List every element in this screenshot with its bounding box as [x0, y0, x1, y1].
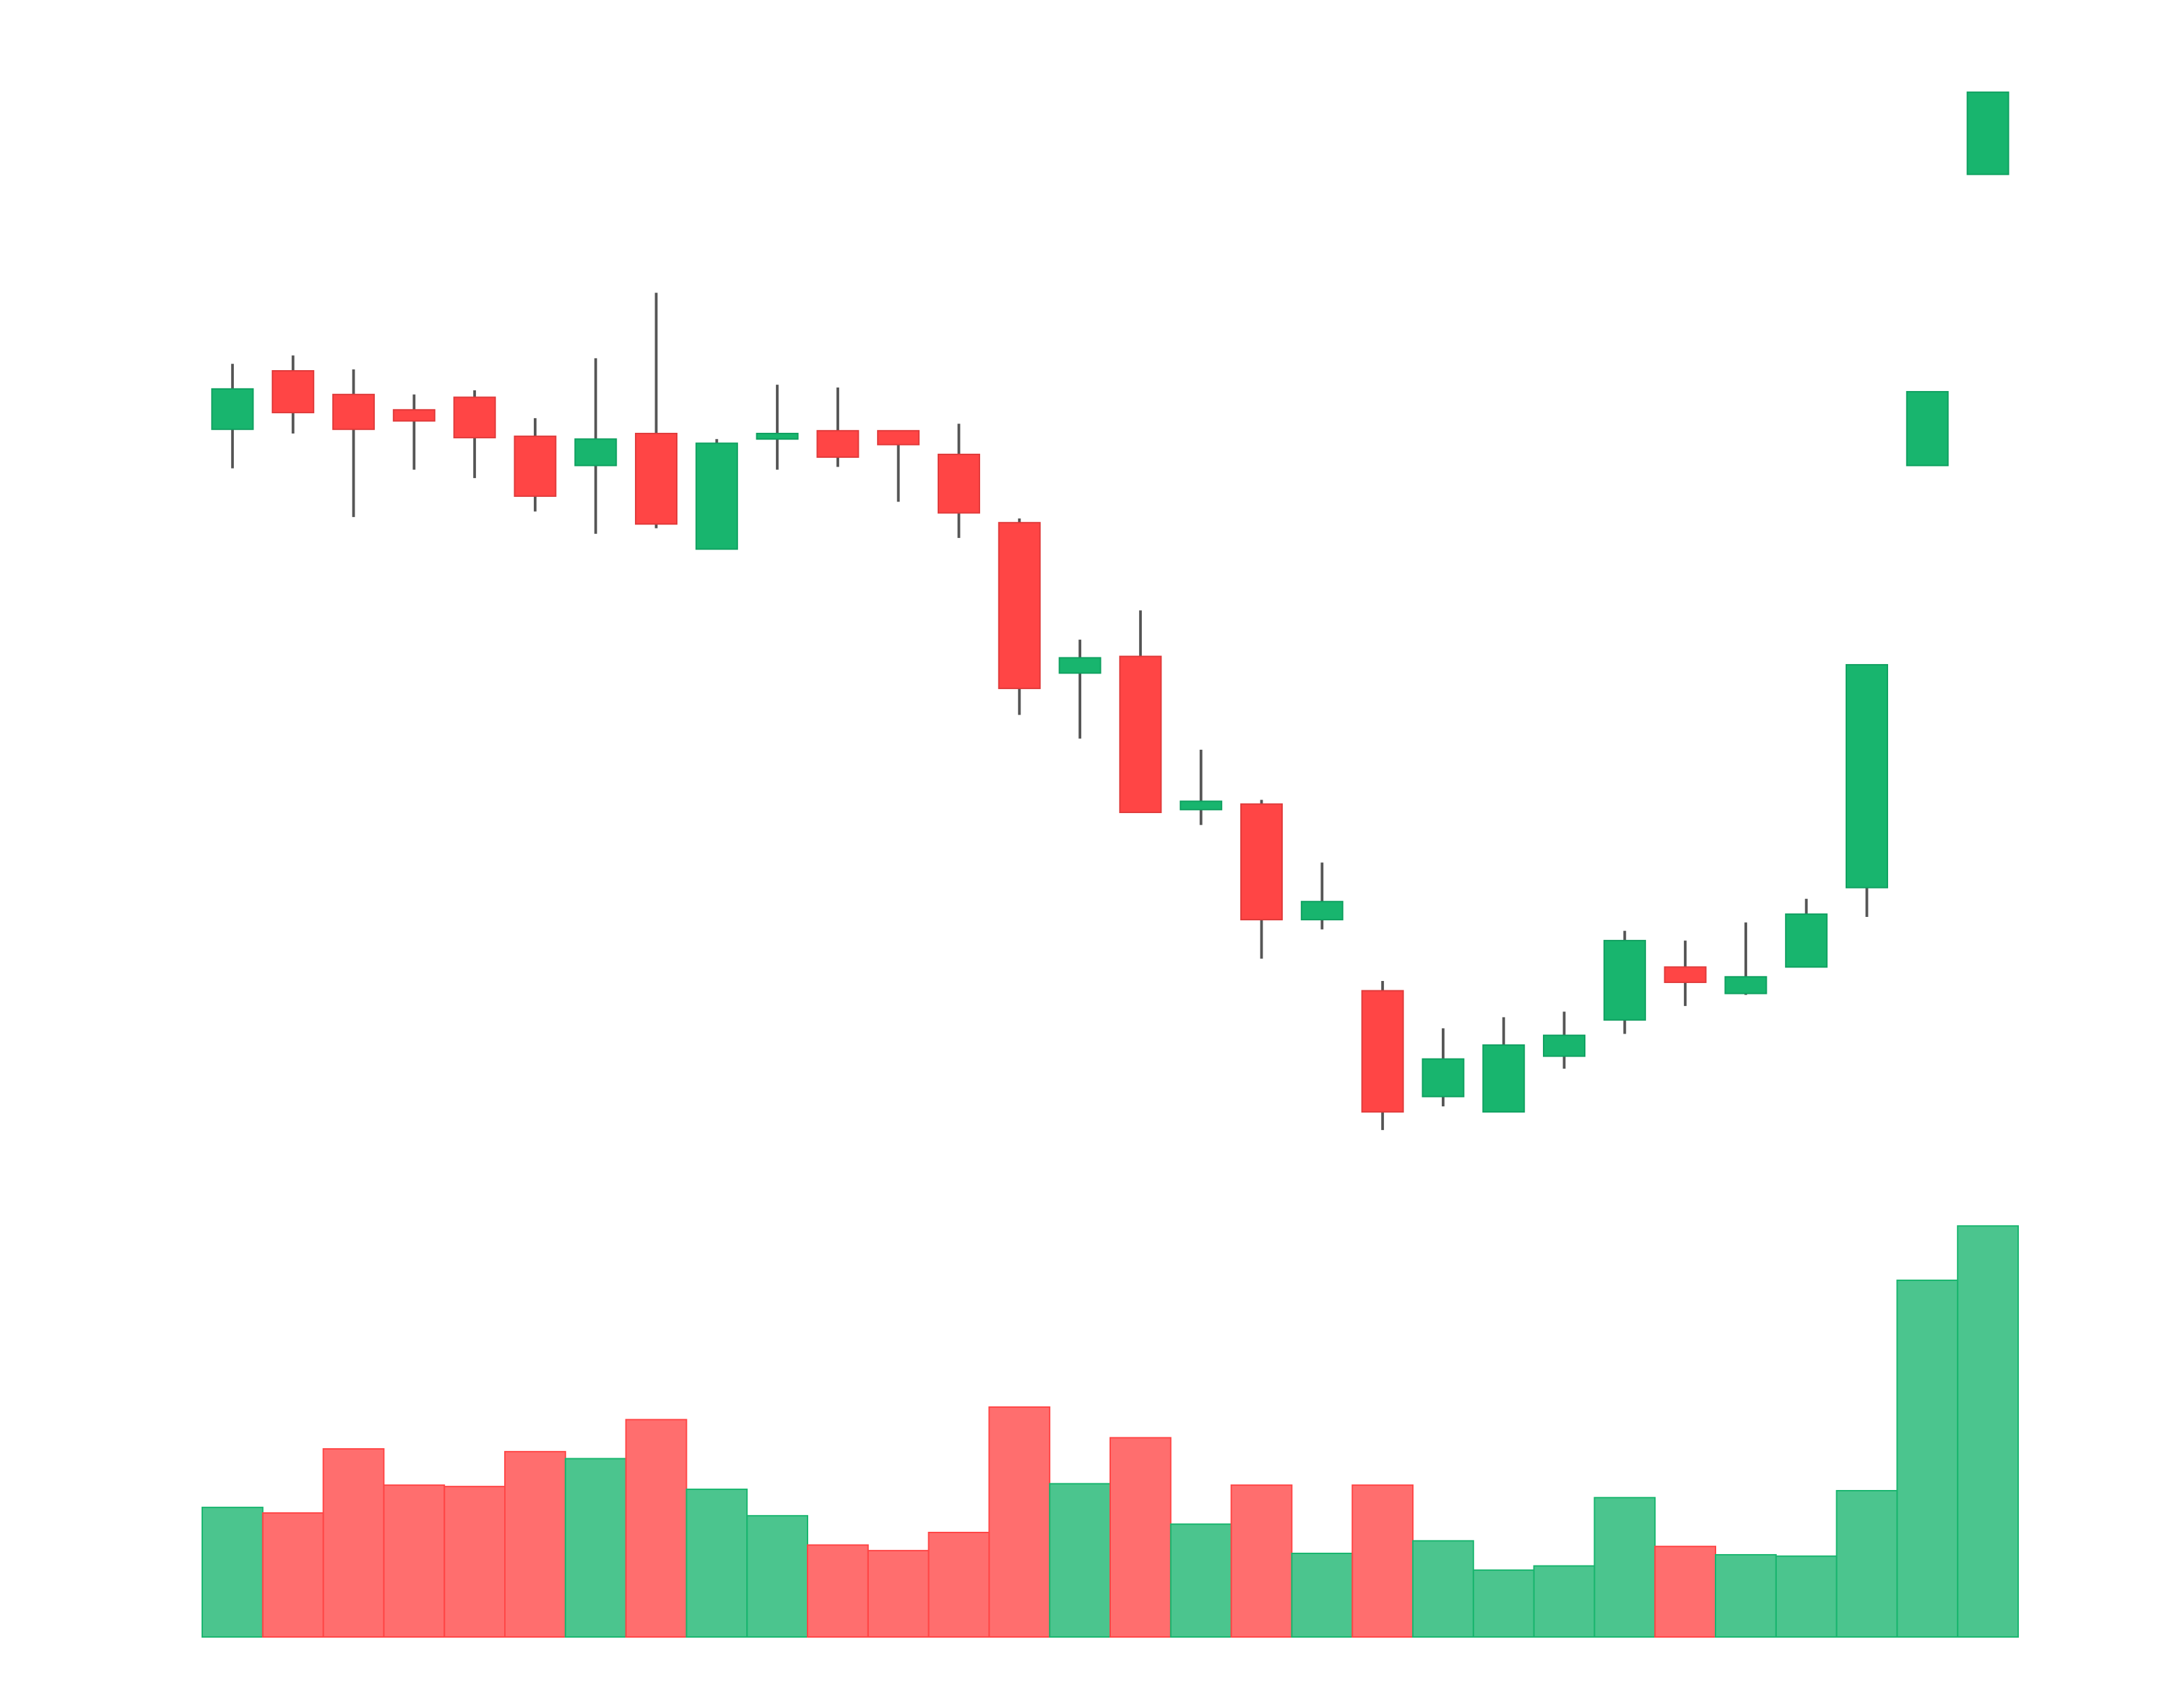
candle-body: [816, 429, 859, 458]
volume-bar: [1352, 1484, 1414, 1638]
volume-bar: [1836, 1490, 1898, 1638]
candle-body: [1180, 800, 1223, 810]
candle-body: [272, 369, 315, 413]
candle-body: [634, 432, 678, 525]
volume-bar: [1170, 1523, 1232, 1638]
volume-bar: [867, 1549, 930, 1638]
volume-bar: [1291, 1553, 1354, 1638]
volume-bar: [1533, 1565, 1596, 1638]
candle-body: [1361, 990, 1404, 1113]
volume-bar: [1472, 1569, 1535, 1638]
volume-bar: [1957, 1225, 2019, 1638]
candle-body: [453, 396, 496, 439]
volume-bar: [504, 1451, 566, 1638]
candle-body: [1724, 976, 1767, 994]
candle-body: [756, 432, 799, 440]
candle-body: [211, 388, 254, 430]
volume-bar: [262, 1512, 324, 1638]
volume-bar: [564, 1458, 627, 1638]
candle-body: [514, 436, 557, 497]
volume-bar: [1775, 1555, 1838, 1638]
volume-bar: [1715, 1554, 1777, 1638]
volume-bar: [383, 1484, 446, 1638]
candle-body: [1240, 803, 1283, 921]
candle-body: [1906, 390, 1949, 467]
volume-bar: [444, 1485, 506, 1638]
candle-body: [1422, 1058, 1465, 1098]
volume-bar: [1896, 1279, 1959, 1638]
candle-body: [1542, 1034, 1586, 1057]
candle-body: [1845, 663, 1889, 889]
volume-bar: [1110, 1437, 1172, 1638]
candle-body: [392, 409, 435, 422]
candle-body: [1119, 655, 1162, 813]
candle-body: [1058, 657, 1101, 674]
volume-bar: [1594, 1497, 1656, 1638]
candle-body: [937, 453, 981, 514]
candle-body: [1300, 901, 1343, 921]
candle-body: [332, 394, 375, 430]
volume-bar: [988, 1406, 1051, 1638]
volume-bar: [807, 1544, 869, 1638]
volume-bar: [625, 1419, 688, 1638]
volume-bar: [928, 1532, 990, 1638]
candle-body: [1482, 1044, 1525, 1113]
volume-bar: [1412, 1540, 1474, 1638]
candle-body: [998, 522, 1041, 690]
candle-body: [877, 429, 920, 446]
volume-bar: [202, 1506, 264, 1638]
volume-bar: [322, 1448, 385, 1638]
candle-body: [1664, 966, 1707, 984]
candle-body: [695, 442, 738, 550]
volume-bar: [1654, 1545, 1716, 1638]
candle-body: [1785, 913, 1828, 968]
candle-body: [574, 438, 617, 467]
volume-bar: [1049, 1483, 1111, 1638]
volume-bar: [1230, 1484, 1293, 1638]
candle-body: [1966, 91, 2009, 175]
volume-bar: [746, 1515, 808, 1638]
volume-bar: [686, 1488, 748, 1638]
candle-body: [1603, 940, 1646, 1021]
